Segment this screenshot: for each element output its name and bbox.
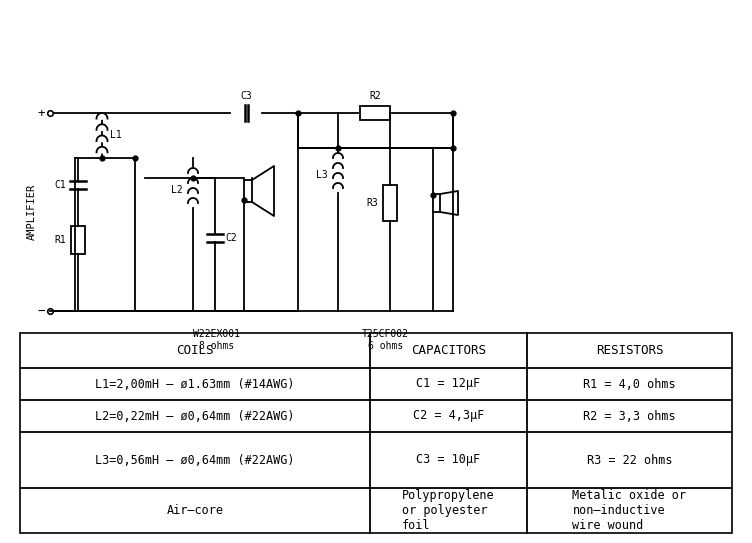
Text: T25CF002
6 ohms: T25CF002 6 ohms — [362, 329, 409, 351]
Text: Polypropylene
or polyester
foil: Polypropylene or polyester foil — [402, 489, 495, 532]
Bar — [71, 226, 85, 254]
Text: W22EX001
8 ohms: W22EX001 8 ohms — [193, 329, 240, 351]
Text: L1: L1 — [110, 130, 122, 141]
Text: L1=2,00mH – ø1.63mm (#14AWG): L1=2,00mH – ø1.63mm (#14AWG) — [96, 377, 295, 390]
Text: CAPACITORS: CAPACITORS — [411, 344, 486, 357]
Text: C1: C1 — [54, 180, 66, 190]
Bar — [360, 106, 390, 120]
Text: C1 = 12μF: C1 = 12μF — [417, 377, 481, 390]
Text: L2: L2 — [171, 185, 183, 195]
Text: +: + — [38, 106, 45, 119]
Text: R1: R1 — [54, 235, 66, 245]
Text: L3: L3 — [317, 170, 328, 180]
Text: COILS: COILS — [176, 344, 214, 357]
Text: R3 = 22 ohms: R3 = 22 ohms — [587, 453, 672, 466]
Text: C3 = 10μF: C3 = 10μF — [417, 453, 481, 466]
Text: L3=0,56mH – ø0,64mm (#22AWG): L3=0,56mH – ø0,64mm (#22AWG) — [96, 453, 295, 466]
Text: C2: C2 — [225, 233, 237, 243]
Text: C3: C3 — [240, 91, 252, 101]
Bar — [20, 333, 732, 533]
Text: −: − — [38, 305, 45, 318]
Text: R3: R3 — [366, 198, 378, 208]
Text: Metalic oxide or
non–inductive
wire wound: Metalic oxide or non–inductive wire woun… — [572, 489, 687, 532]
Text: L2=0,22mH – ø0,64mm (#22AWG): L2=0,22mH – ø0,64mm (#22AWG) — [96, 409, 295, 422]
Text: R2 = 3,3 ohms: R2 = 3,3 ohms — [584, 409, 676, 422]
Text: Air–core: Air–core — [166, 504, 223, 517]
Text: R2: R2 — [369, 91, 381, 101]
Text: R1 = 4,0 ohms: R1 = 4,0 ohms — [584, 377, 676, 390]
Text: C2 = 4,3μF: C2 = 4,3μF — [413, 409, 484, 422]
Text: AMPLIFIER: AMPLIFIER — [27, 184, 37, 240]
Bar — [383, 185, 397, 221]
Text: RESISTORS: RESISTORS — [596, 344, 663, 357]
